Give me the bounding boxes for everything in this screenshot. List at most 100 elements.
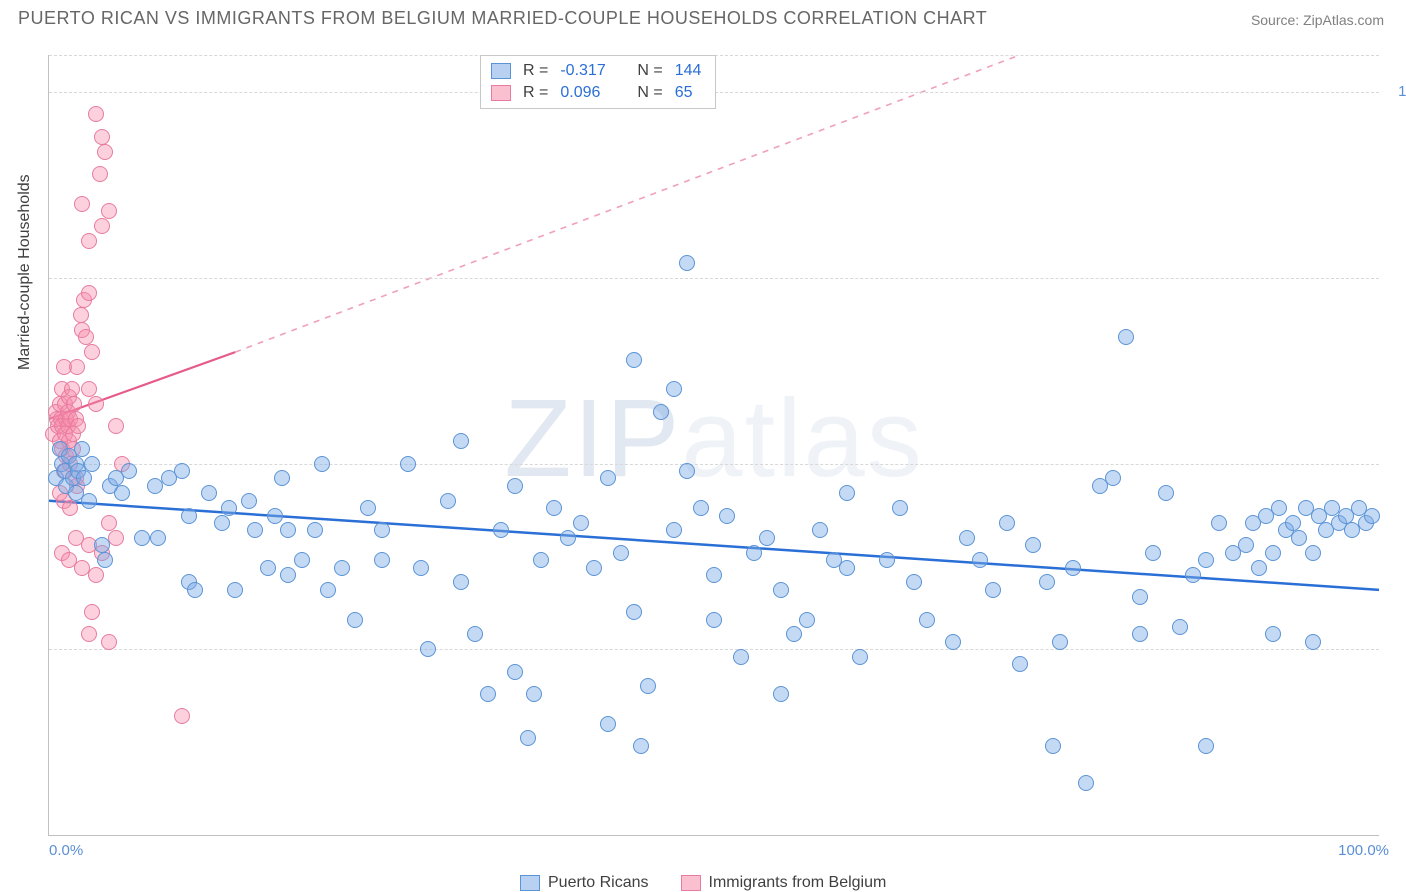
data-point-pink	[88, 567, 104, 583]
data-point-blue	[97, 552, 113, 568]
data-point-blue	[839, 560, 855, 576]
data-point-blue	[1265, 545, 1281, 561]
data-point-blue	[786, 626, 802, 642]
data-point-blue	[1158, 485, 1174, 501]
data-point-blue	[453, 433, 469, 449]
data-point-blue	[600, 716, 616, 732]
data-point-blue	[1039, 574, 1055, 590]
data-point-blue	[360, 500, 376, 516]
data-point-blue	[999, 515, 1015, 531]
gridline	[49, 649, 1379, 650]
watermark: ZIPatlas	[504, 375, 923, 502]
data-point-blue	[719, 508, 735, 524]
data-point-blue	[1185, 567, 1201, 583]
data-point-blue	[374, 552, 390, 568]
data-point-pink	[108, 418, 124, 434]
data-point-blue	[74, 441, 90, 457]
series-label-pink: Immigrants from Belgium	[709, 874, 887, 892]
data-point-blue	[679, 463, 695, 479]
data-point-pink	[64, 381, 80, 397]
data-point-pink	[101, 634, 117, 650]
data-point-blue	[666, 522, 682, 538]
chart-title: PUERTO RICAN VS IMMIGRANTS FROM BELGIUM …	[18, 8, 987, 29]
legend-item-blue: Puerto Ricans	[520, 874, 649, 892]
data-point-blue	[626, 604, 642, 620]
data-point-blue	[420, 641, 436, 657]
data-point-blue	[150, 530, 166, 546]
data-point-blue	[1238, 537, 1254, 553]
data-point-blue	[945, 634, 961, 650]
data-point-blue	[413, 560, 429, 576]
data-point-blue	[985, 582, 1001, 598]
trend-lines	[49, 55, 1379, 835]
data-point-blue	[852, 649, 868, 665]
series-label-blue: Puerto Ricans	[548, 874, 649, 892]
data-point-blue	[1118, 329, 1134, 345]
data-point-blue	[1271, 500, 1287, 516]
data-point-pink	[101, 203, 117, 219]
y-axis-label: Married-couple Households	[16, 174, 34, 370]
data-point-blue	[626, 352, 642, 368]
data-point-blue	[507, 664, 523, 680]
data-point-pink	[74, 196, 90, 212]
data-point-blue	[480, 686, 496, 702]
series-legend: Puerto Ricans Immigrants from Belgium	[520, 874, 886, 892]
data-point-pink	[92, 166, 108, 182]
data-point-blue	[773, 582, 789, 598]
data-point-blue	[526, 686, 542, 702]
data-point-blue	[174, 463, 190, 479]
y-tick-label: 75.0%	[1389, 269, 1406, 286]
gridline	[49, 278, 1379, 279]
data-point-pink	[94, 218, 110, 234]
data-point-blue	[241, 493, 257, 509]
data-point-blue	[573, 515, 589, 531]
data-point-blue	[1198, 738, 1214, 754]
data-point-blue	[221, 500, 237, 516]
swatch-blue	[491, 63, 511, 79]
data-point-blue	[1145, 545, 1161, 561]
plot-area: ZIPatlas 25.0%50.0%75.0%100.0%0.0%100.0%	[48, 55, 1379, 836]
data-point-blue	[507, 478, 523, 494]
data-point-blue	[267, 508, 283, 524]
data-point-pink	[81, 285, 97, 301]
data-point-blue	[653, 404, 669, 420]
data-point-blue	[1045, 738, 1061, 754]
data-point-pink	[81, 233, 97, 249]
data-point-blue	[1198, 552, 1214, 568]
data-point-blue	[799, 612, 815, 628]
data-point-pink	[84, 344, 100, 360]
data-point-blue	[972, 552, 988, 568]
legend-item-pink: Immigrants from Belgium	[681, 874, 887, 892]
data-point-pink	[66, 396, 82, 412]
swatch-pink	[681, 875, 701, 891]
data-point-blue	[546, 500, 562, 516]
source-label: Source: ZipAtlas.com	[1251, 12, 1384, 28]
data-point-pink	[101, 515, 117, 531]
data-point-pink	[81, 626, 97, 642]
gridline	[49, 464, 1379, 465]
data-point-blue	[746, 545, 762, 561]
data-point-blue	[679, 255, 695, 271]
data-point-blue	[84, 456, 100, 472]
data-point-blue	[1291, 530, 1307, 546]
data-point-blue	[1025, 537, 1041, 553]
data-point-blue	[1251, 560, 1267, 576]
data-point-blue	[320, 582, 336, 598]
data-point-blue	[773, 686, 789, 702]
data-point-blue	[759, 530, 775, 546]
data-point-blue	[400, 456, 416, 472]
data-point-blue	[560, 530, 576, 546]
data-point-blue	[114, 485, 130, 501]
y-tick-label: 25.0%	[1389, 640, 1406, 657]
n-label: N =	[637, 62, 662, 80]
data-point-blue	[134, 530, 150, 546]
data-point-blue	[187, 582, 203, 598]
data-point-pink	[88, 396, 104, 412]
data-point-blue	[906, 574, 922, 590]
data-point-blue	[892, 500, 908, 516]
data-point-blue	[1105, 470, 1121, 486]
data-point-blue	[1305, 634, 1321, 650]
data-point-pink	[62, 500, 78, 516]
data-point-blue	[1172, 619, 1188, 635]
data-point-blue	[706, 567, 722, 583]
